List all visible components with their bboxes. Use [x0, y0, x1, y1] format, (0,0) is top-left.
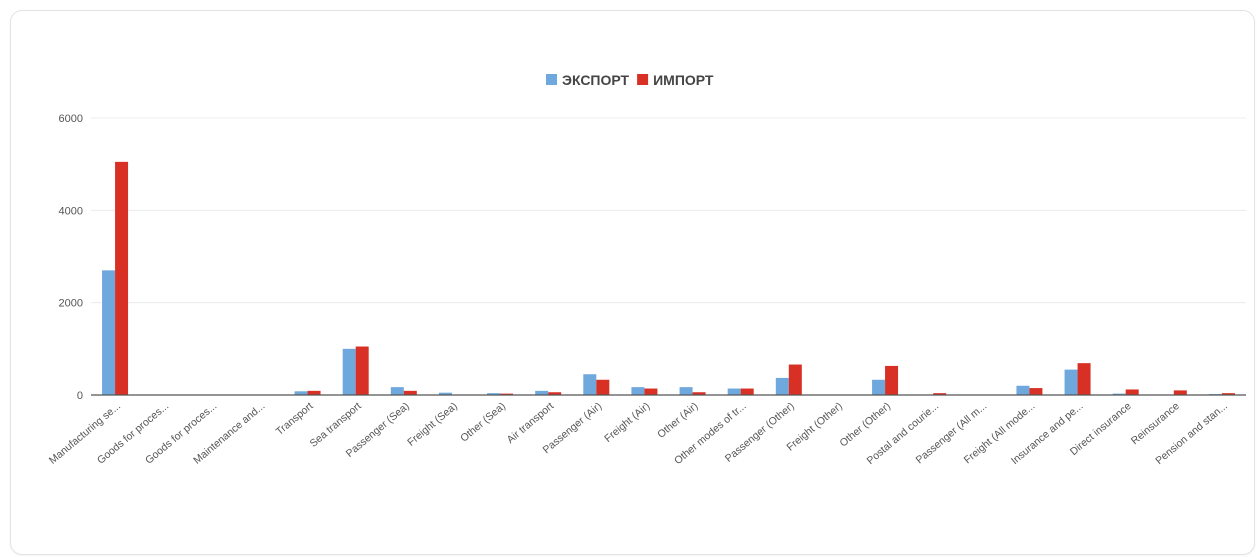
x-tick-label: Other (Air) — [655, 400, 700, 441]
bar-import — [596, 379, 610, 395]
y-tick-label: 6000 — [59, 113, 83, 125]
bar-export — [727, 388, 741, 395]
x-tick-label: Air transport — [505, 400, 557, 446]
bar-import — [1173, 390, 1187, 395]
bar-export — [535, 390, 549, 395]
bar-import — [403, 390, 417, 395]
x-tick-label: Other (Sea) — [458, 400, 508, 444]
x-tick-label: Transport — [274, 400, 316, 438]
bar-export — [1064, 369, 1078, 395]
bar-export — [102, 270, 116, 395]
bar-import — [355, 346, 369, 395]
bar-import — [115, 161, 129, 395]
bar-import — [692, 392, 706, 395]
bar-export — [679, 387, 693, 395]
bar-import — [933, 393, 947, 395]
x-tick-label: Freight (Sea) — [405, 400, 460, 449]
bar-import — [644, 388, 658, 395]
y-tick-label: 0 — [77, 390, 83, 402]
legend-label-export: ЭКСПОРТ — [562, 72, 630, 88]
bar-export — [872, 379, 886, 395]
bar-export — [1016, 385, 1030, 395]
bar-import — [548, 392, 562, 395]
bar-import — [1029, 388, 1043, 395]
bar-export — [438, 392, 452, 395]
bar-export — [294, 391, 308, 395]
legend-swatch-export — [546, 74, 557, 85]
bar-import — [307, 390, 321, 395]
bar-export — [583, 374, 597, 395]
y-tick-label: 2000 — [59, 298, 83, 310]
chart-card: 0 2000 4000 6000 Manufacturing se... Goods fo… — [10, 10, 1255, 555]
bar-export — [631, 387, 645, 395]
bar-import — [1125, 389, 1139, 395]
bar-export — [1112, 393, 1126, 395]
bar-import — [500, 393, 514, 395]
bar-export — [390, 387, 404, 395]
bar-import — [885, 365, 899, 395]
bar-import — [1077, 363, 1091, 395]
legend-label-import: ИМПОРТ — [653, 72, 714, 88]
y-tick-label: 4000 — [59, 205, 83, 217]
bar-import — [1221, 393, 1235, 395]
bar-export — [775, 377, 789, 395]
x-tick-label: Freight (Air) — [602, 400, 652, 445]
bar-import — [788, 364, 802, 395]
bar-export — [487, 393, 501, 395]
bar-import — [740, 388, 754, 395]
bar-export — [342, 348, 356, 395]
legend-swatch-import — [637, 74, 649, 85]
